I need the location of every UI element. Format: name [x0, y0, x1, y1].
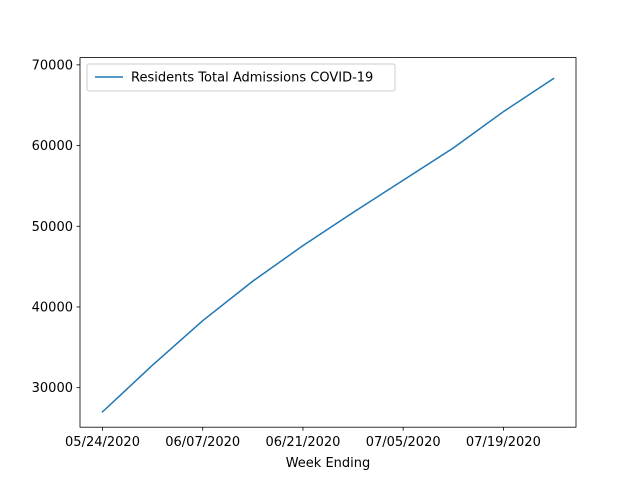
x-tick-label: 07/05/2020 — [366, 435, 441, 450]
x-tick-label: 07/19/2020 — [466, 435, 541, 450]
y-tick-label: 60000 — [32, 139, 73, 154]
y-axis: 30000 40000 50000 60000 70000 — [32, 58, 80, 396]
plot-frame — [79, 57, 577, 428]
x-axis-label: Week Ending — [286, 456, 371, 471]
x-tick-label: 06/07/2020 — [165, 435, 240, 450]
legend-label: Residents Total Admissions COVID-19 — [131, 71, 373, 86]
y-tick-label: 40000 — [32, 300, 73, 315]
x-axis: 05/24/2020 06/07/2020 06/21/2020 07/05/2020… — [65, 427, 541, 450]
y-tick-label: 30000 — [32, 381, 73, 396]
x-tick-label: 05/24/2020 — [65, 435, 140, 450]
legend-box — [86, 63, 396, 92]
y-tick-label: 50000 — [32, 220, 73, 235]
y-tick-label: 70000 — [32, 58, 73, 73]
legend: Residents Total Admissions COVID-19 — [86, 63, 396, 92]
x-tick-label: 06/21/2020 — [265, 435, 340, 450]
series-line-0 — [101, 77, 555, 413]
series-layer — [101, 77, 555, 413]
